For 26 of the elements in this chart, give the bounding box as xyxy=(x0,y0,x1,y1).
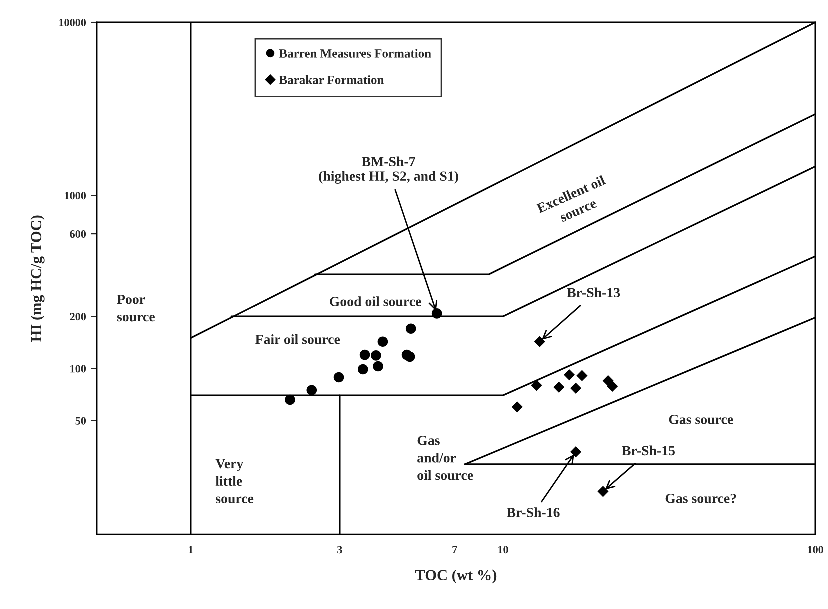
annotation: Br-Sh-13 xyxy=(567,288,620,298)
y-axis-title: HI (mg HC/g TOC) xyxy=(30,216,45,342)
x-tick-label: 10 xyxy=(498,546,508,554)
x-tick-label: 7 xyxy=(452,546,458,554)
annotation: Gas and/or oil source xyxy=(418,436,474,480)
y-tick-label: 200 xyxy=(70,313,86,321)
x-tick-label: 3 xyxy=(338,546,342,554)
annotation: Fair oil source xyxy=(256,334,340,344)
annotation: Good oil source xyxy=(330,296,422,306)
annotation: Gas source xyxy=(669,415,734,424)
y-tick-label: 10000 xyxy=(60,19,86,26)
legend-label: Barren Measures Formation xyxy=(279,49,432,58)
x-tick-label: 1 xyxy=(189,546,194,554)
annotation: Poor source xyxy=(117,295,155,322)
annotation: Very little source xyxy=(216,459,254,504)
annotation: Br-Sh-15 xyxy=(622,446,675,456)
annotation: Gas source? xyxy=(666,494,736,504)
x-tick-label: 100 xyxy=(808,546,824,554)
legend-label: Barakar Formation xyxy=(279,76,384,84)
y-tick-label: 100 xyxy=(70,365,86,373)
annotation: BM-Sh-7 (highest HI, S2, and S1) xyxy=(319,156,458,184)
annotation: Br-Sh-16 xyxy=(506,508,560,518)
y-tick-label: 600 xyxy=(70,230,86,238)
y-tick-label: 50 xyxy=(76,417,86,425)
x-axis-title: TOC (wt %) xyxy=(415,570,497,584)
y-tick-label: 1000 xyxy=(65,192,86,200)
